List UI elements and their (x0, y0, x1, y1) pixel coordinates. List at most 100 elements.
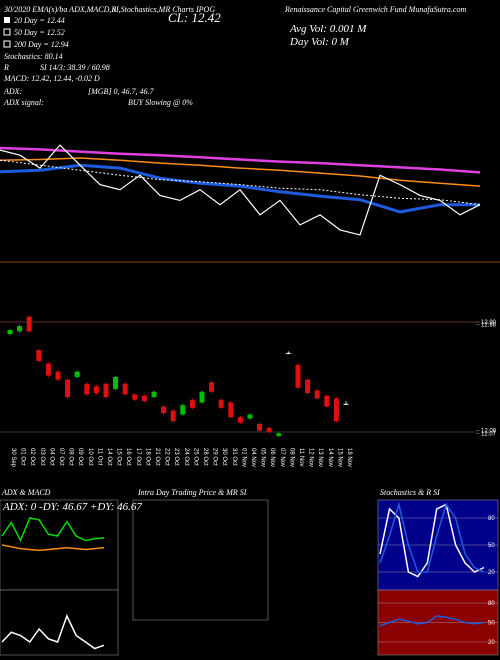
date-label: 08 Oct (68, 448, 74, 466)
date-label: 22 Oct (164, 448, 170, 466)
y-tick-label: 20 (488, 570, 495, 576)
adx-readout: ADX: 0 -DY: 46.67 +DY: 46.67 (2, 501, 142, 513)
candle-body (257, 423, 263, 431)
date-label: 09 Oct (77, 448, 83, 466)
adx-panel (0, 499, 119, 591)
rsi-r: R (3, 63, 9, 72)
day-vol: Day Vol: 0 M (289, 36, 350, 48)
candle-body (189, 399, 195, 408)
candle-body (305, 379, 311, 394)
adx-values: [MGB] 0, 46.7, 46.7 (88, 87, 155, 96)
indicator-line (379, 615, 485, 627)
ma-line (0, 144, 481, 236)
price-label: 12.88 (481, 323, 497, 329)
date-label: 08 Nov (288, 448, 294, 467)
price-label: 12.09 (481, 429, 497, 435)
candle-body (228, 402, 234, 418)
rsi: SI 14/3: 38.39 / 60.98 (40, 63, 110, 72)
date-label: 14 Oct (106, 448, 112, 466)
y-tick-label: 50 (488, 621, 495, 627)
date-label: 10 Oct (87, 448, 93, 466)
date-label: 15 Oct (116, 448, 122, 466)
intraday-title: Intra Day Trading Price & MR SI (137, 488, 247, 497)
date-label: 11 Nov (298, 448, 304, 467)
candle-body (218, 399, 224, 408)
date-label: 18 Nov (346, 448, 352, 467)
stochastics: Stochastics: 80.14 (4, 52, 63, 61)
y-tick-label: 80 (488, 516, 495, 522)
adx-title: ADX & MACD (1, 488, 51, 497)
date-label: 05 Nov (260, 448, 266, 467)
top-right: Renaissance Capital Greenwich Fund Munaf… (284, 5, 466, 14)
candle-body (113, 377, 119, 390)
date-label: 17 Oct (135, 448, 141, 466)
candle-body (122, 383, 128, 395)
candle-body (314, 390, 320, 399)
date-label: 07 Oct (58, 448, 64, 466)
y-tick-label: 80 (488, 601, 495, 607)
candle-body (209, 382, 215, 392)
candle-body (285, 352, 291, 354)
stoch-title: Stochastics & R SI (380, 488, 440, 497)
date-label: 28 Oct (202, 448, 208, 466)
date-label: 03 Oct (39, 448, 45, 466)
adx-signal-label: ADX signal: (3, 98, 44, 107)
candle-body (161, 406, 167, 414)
date-label: 06 Nov (269, 448, 275, 467)
adx-signal: BUY Slowing @ 0% (128, 98, 193, 107)
date-label: 16 Oct (125, 448, 131, 466)
candle-body (65, 379, 71, 398)
date-label: 02 Oct (29, 448, 35, 466)
avg-vol: Avg Vol: 0.001 M (289, 23, 367, 35)
candle-body (180, 405, 186, 415)
date-label: 13 Nov (317, 448, 323, 467)
intraday-panel (132, 499, 269, 621)
legend-swatch (3, 28, 11, 36)
candle-body (151, 391, 157, 398)
candle-body (276, 433, 282, 436)
date-label: 21 Oct (154, 448, 160, 466)
candle-body (93, 386, 99, 394)
candle-body (7, 330, 13, 335)
date-label: 11 Oct (96, 448, 102, 466)
candle-body (199, 391, 205, 403)
ma200: 200 Day = 12.94 (14, 40, 69, 49)
candle-body (324, 395, 330, 407)
macd-panel (0, 589, 119, 656)
date-label: 04 Oct (48, 448, 54, 466)
candle-body (74, 371, 80, 377)
ma-line (0, 159, 481, 206)
top-left: 30/2020 EMA(s)/ba ADX,MACD,R (3, 5, 116, 14)
ma50: 50 Day = 12.52 (14, 28, 65, 37)
date-label: 30 Oct (221, 448, 227, 466)
date-label: 30 Sep (10, 448, 16, 468)
ma-line (0, 157, 481, 187)
candle-body (170, 410, 176, 422)
y-tick-label: 20 (488, 640, 495, 646)
date-label: 01 Nov (240, 448, 246, 467)
date-label: 14 Nov (327, 448, 333, 467)
date-label: 23 Oct (173, 448, 179, 466)
date-label: 01 Oct (20, 448, 26, 466)
candle-body (266, 427, 272, 432)
candle-body (84, 383, 90, 395)
legend-swatch (3, 40, 11, 48)
indicator-line (1, 517, 105, 543)
adx-label: ADX: (3, 87, 23, 96)
price-label: 12.90 (481, 320, 497, 326)
candle-body (295, 364, 301, 388)
candle-body (17, 326, 23, 332)
date-label: 15 Nov (336, 448, 342, 467)
candle-body (55, 371, 61, 380)
candle-body (132, 394, 138, 400)
date-label: 25 Oct (192, 448, 198, 466)
date-label: 04 Nov (250, 448, 256, 467)
date-label: 29 Oct (212, 448, 218, 466)
candle-body (333, 398, 339, 422)
date-label: 18 Oct (144, 448, 150, 466)
candle-body (45, 363, 51, 376)
close: CL: 12.42 (168, 10, 221, 25)
ma-line (0, 146, 481, 174)
date-label: 24 Oct (183, 448, 189, 466)
